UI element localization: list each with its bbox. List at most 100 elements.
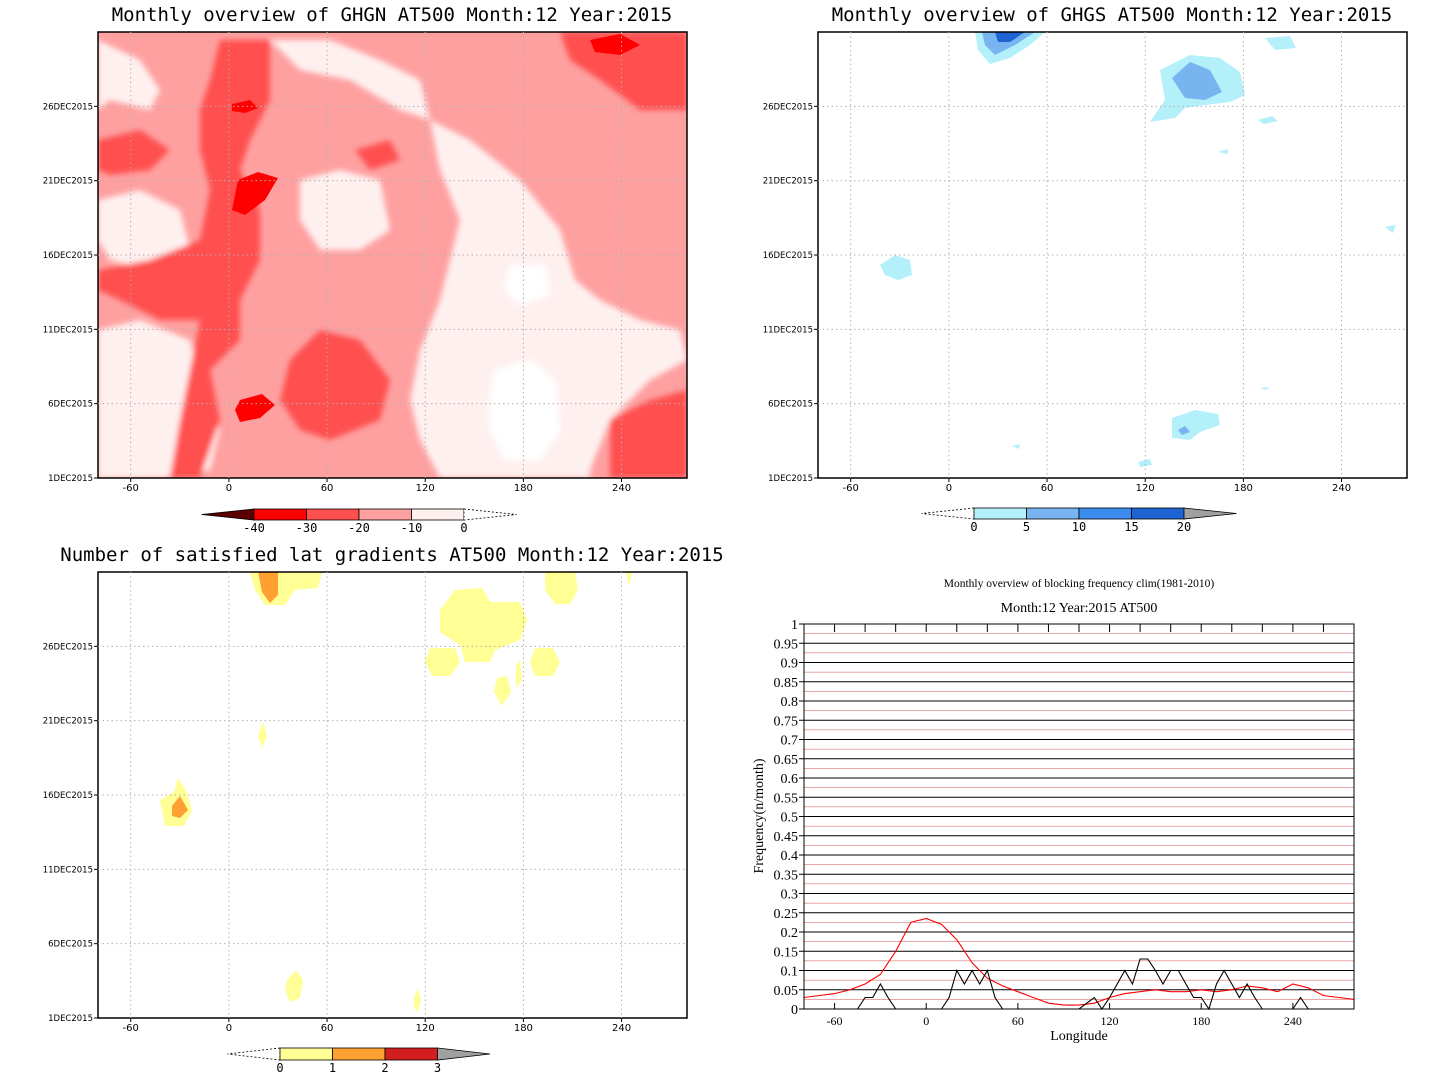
freq-series-red-line: [803, 917, 1355, 1006]
ghgn-contour-light-east: [410, 120, 687, 478]
freq-xtick-label: 0: [923, 1014, 929, 1028]
ghgs-panel: Monthly overview of GHGS AT500 Month:12 …: [763, 4, 1408, 534]
ghgs-colorbar-end: [1183, 507, 1237, 520]
freq-ytick-label: 0.5: [781, 811, 799, 826]
ghgn-title: Monthly overview of GHGN AT500 Month:12 …: [112, 4, 673, 26]
ghgs-colorbar-label: 10: [1072, 520, 1086, 534]
latgrad-ytick-label: 11DEC2015: [43, 865, 93, 875]
ghgn-contour-deep-red-2: [235, 394, 275, 422]
latgrad-colorbar-label: 3: [434, 1061, 441, 1075]
freq-ytick-label: 0.7: [781, 734, 799, 749]
latgrad-contour-ne-4: [494, 676, 511, 706]
ghgs-xtick-label: -60: [843, 483, 859, 494]
latgrad-xtick-label: 180: [514, 1023, 533, 1034]
ghgn-contour-red-band-2: [280, 330, 390, 440]
latgrad-title: Number of satisfied lat gradients AT500 …: [60, 544, 723, 566]
ghgn-contour-deep-red-3: [232, 100, 258, 113]
ghgn-xtick-label: 240: [612, 483, 631, 494]
ghgs-ytick-label: 11DEC2015: [763, 325, 813, 335]
latgrad-ytick-label: 16DEC2015: [43, 791, 93, 801]
ghgn-colorbar-label: -30: [296, 521, 318, 535]
freq-ytick-label: 0.85: [774, 676, 799, 691]
ghgn-xtick-label: 180: [514, 483, 533, 494]
ghgs-xtick-label: 180: [1234, 483, 1253, 494]
ghgs-contour-dot-5: [1012, 444, 1020, 449]
ghgn-contour-light-west: [98, 190, 190, 270]
latgrad-contour-west-core: [172, 796, 188, 818]
latgrad-contour-south-2: [414, 988, 421, 1012]
latgrad-xtick-label: 240: [612, 1023, 631, 1034]
freq-grid: [804, 633, 1354, 1000]
ghgn-colorbar-segment: [253, 508, 307, 521]
ghgn-xtick-label: 0: [226, 483, 232, 494]
ghgn-contour-deep-red-4: [590, 34, 640, 55]
freq-ytick-label: 0.25: [774, 907, 799, 922]
latgrad-colorbar-label: 2: [381, 1061, 388, 1075]
ghgn-colorbar-end: [201, 508, 255, 521]
ghgs-ytick-label: 21DEC2015: [763, 177, 813, 187]
freq-ytick-label: 0.3: [781, 888, 799, 903]
freq-ytick-label: 0.45: [774, 830, 799, 845]
ghgn-colorbar-label: 0: [460, 521, 467, 535]
latgrad-contour-mid: [258, 722, 267, 748]
latgrad-contour-south-1: [285, 970, 303, 1002]
ghgn-colorbar-segment: [411, 508, 465, 521]
ghgs-colorbar-label: 20: [1177, 520, 1191, 534]
latgrad-xtick-label: -60: [123, 1023, 139, 1034]
freq-ytick-label: 0.4: [781, 849, 799, 864]
latgrad-contour-ne-5: [516, 660, 522, 688]
freq-ytick-label: 1: [791, 618, 798, 633]
freq-xlabel: Longitude: [1050, 1029, 1108, 1044]
ghgs-contour-light-ne2: [1265, 36, 1296, 50]
latgrad-ytick-label: 26DEC2015: [43, 642, 93, 652]
ghgs-colorbar-segment: [973, 507, 1027, 520]
latgrad-xtick-label: 120: [416, 1023, 435, 1034]
ghgs-ytick-label: 1DEC2015: [768, 474, 813, 484]
ghgn-contour-red-mid: [355, 140, 400, 170]
ghgn-ytick-label: 26DEC2015: [43, 102, 93, 112]
freq-xtick-label: 120: [1101, 1014, 1119, 1028]
latgrad-ytick-label: 6DEC2015: [48, 940, 93, 950]
latgrad-contour-ne-3: [545, 572, 578, 604]
ghgs-contour-mid-s: [1178, 426, 1190, 435]
freq-ytick-label: 0.55: [774, 791, 799, 806]
ghgs-contour-dot-1: [1258, 116, 1278, 124]
ghgn-ytick-label: 6DEC2015: [48, 400, 93, 410]
ghgs-axes: -60 0 60 120 180 240 1DEC2015 6DEC2015 11DEC2015…: [763, 32, 1407, 494]
freq-ytick-label: 0.6: [781, 772, 799, 787]
freq-xtick-label: 240: [1284, 1014, 1302, 1028]
freq-ytick-label: 0: [791, 1003, 798, 1018]
latgrad-colorbar-segment: [279, 1047, 333, 1061]
ghgn-ytick-label: 21DEC2015: [43, 177, 93, 187]
freq-ytick-label: 0.35: [774, 868, 799, 883]
freq-ytick-label: 0.95: [774, 637, 799, 652]
freq-ytick-label: 0.1: [781, 965, 799, 980]
latgrad-contour-ne-1: [425, 648, 460, 676]
ghgs-contour-dot-4: [1138, 459, 1152, 467]
freq-axes: 0 0.05 0.1 0.15 0.2 0.25 0.3 0.35 0.4 0.45 0.5 0.55…: [774, 618, 1355, 1028]
freq-ytick-label: 0.2: [781, 926, 799, 941]
latgrad-xtick-label: 60: [321, 1023, 334, 1034]
ghgs-xtick-label: 240: [1332, 483, 1351, 494]
latgrad-contour-north-a-core: [258, 572, 278, 603]
ghgn-colorbar-segment: [306, 508, 360, 521]
ghgs-ytick-label: 6DEC2015: [768, 400, 813, 410]
ghgs-ytick-label: 26DEC2015: [763, 102, 813, 112]
ghgn-contour-red-nw: [98, 130, 170, 175]
ghgn-xtick-label: 120: [416, 483, 435, 494]
ghgn-contour-red-se: [610, 390, 687, 478]
ghgs-colorbar: 0 5 10 15 20: [921, 507, 1237, 534]
ghgn-xtick-label: 60: [321, 483, 334, 494]
ghgn-colorbar-label: -40: [243, 521, 265, 535]
ghgn-colorbar: -40 -30 -20 -10 0: [201, 508, 517, 535]
ghgs-ytick-label: 16DEC2015: [763, 251, 813, 261]
ghgs-contour-mid-north: [982, 32, 1035, 55]
freq-ylabel: Frequency(n/month): [752, 758, 767, 873]
latgrad-colorbar-label: 0: [276, 1061, 283, 1075]
ghgs-xtick-label: 0: [946, 483, 952, 494]
ghgs-title: Monthly overview of GHGS AT500 Month:12 …: [832, 4, 1393, 26]
latgrad-colorbar-end: [437, 1047, 491, 1061]
ghgn-contour-light-mid: [300, 170, 390, 250]
ghgs-colorbar-segment: [1078, 507, 1132, 520]
